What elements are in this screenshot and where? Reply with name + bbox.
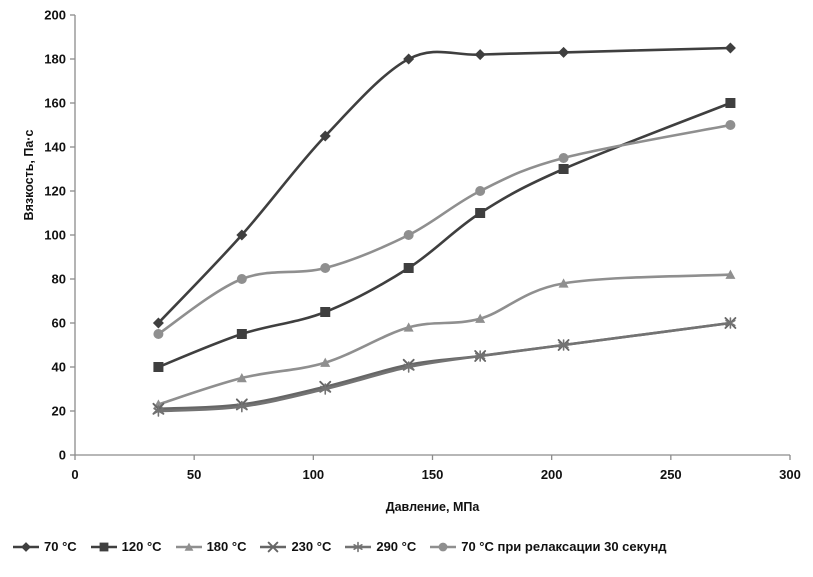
marker-triangle-icon bbox=[236, 373, 247, 383]
x-tick-label: 250 bbox=[660, 467, 682, 482]
marker-asterisk-icon bbox=[403, 361, 414, 373]
legend-marker-circle-icon bbox=[430, 542, 457, 551]
plot-area: 0 50 100 150 200 250 300 0 20 40 60 80 100 120 140 160 1… bbox=[44, 8, 801, 483]
marker-circle-icon bbox=[475, 186, 486, 196]
marker-square-icon bbox=[558, 164, 569, 174]
marker-triangle-icon bbox=[320, 357, 331, 367]
y-tick-label: 200 bbox=[44, 8, 66, 23]
legend-label: 120 °C bbox=[121, 539, 162, 554]
marker-diamond-icon bbox=[403, 53, 415, 65]
marker-square-icon bbox=[320, 307, 331, 317]
y-tick-label: 160 bbox=[44, 96, 66, 111]
marker-square-icon bbox=[236, 329, 247, 339]
marker-diamond-icon bbox=[474, 49, 486, 61]
y-tick-label: 100 bbox=[44, 228, 66, 243]
y-tick-label: 0 bbox=[59, 448, 66, 463]
chart-legend: 70 °C 120 °C 180 °C 230 °C 290 °C 70 °C при р… bbox=[12, 539, 813, 554]
legend-label: 230 °C bbox=[291, 539, 332, 554]
marker-asterisk-icon bbox=[725, 317, 736, 329]
marker-asterisk-icon bbox=[153, 405, 164, 417]
marker-diamond-icon bbox=[21, 541, 31, 552]
legend-label: 290 °C bbox=[376, 539, 417, 554]
marker-asterisk-icon bbox=[353, 541, 363, 552]
marker-diamond-icon bbox=[724, 42, 736, 54]
y-tick-label: 60 bbox=[52, 316, 66, 331]
y-tick-label: 80 bbox=[52, 272, 66, 287]
x-tick-label: 200 bbox=[541, 467, 563, 482]
marker-triangle-icon bbox=[403, 322, 414, 332]
legend-marker-square-icon bbox=[90, 542, 117, 551]
x-tick-label: 300 bbox=[779, 467, 801, 482]
y-tick-label: 140 bbox=[44, 140, 66, 155]
marker-asterisk-icon bbox=[475, 350, 486, 362]
marker-circle-icon bbox=[320, 263, 331, 273]
marker-circle-icon bbox=[558, 153, 569, 163]
marker-asterisk-icon bbox=[320, 383, 331, 395]
marker-square-icon bbox=[99, 542, 109, 551]
series-line-2 bbox=[157, 273, 732, 406]
marker-diamond-icon bbox=[558, 46, 570, 58]
x-tick-label: 150 bbox=[422, 467, 444, 482]
marker-diamond-icon bbox=[319, 130, 331, 142]
series-line-5 bbox=[157, 123, 732, 336]
marker-square-icon bbox=[725, 98, 736, 108]
marker-asterisk-icon bbox=[558, 339, 569, 351]
y-tick-label: 20 bbox=[52, 404, 66, 419]
marker-square-icon bbox=[403, 263, 414, 273]
marker-circle-icon bbox=[438, 542, 448, 551]
y-tick-label: 180 bbox=[44, 52, 66, 67]
marker-triangle-icon bbox=[475, 313, 486, 323]
marker-circle-icon bbox=[153, 329, 164, 339]
marker-diamond-icon bbox=[236, 229, 248, 241]
legend-item: 120 °C bbox=[90, 539, 162, 554]
legend-item: 70 °C bbox=[12, 539, 77, 554]
marker-circle-icon bbox=[725, 120, 736, 130]
legend-marker-x-icon bbox=[260, 541, 287, 552]
legend-item: 290 °C bbox=[344, 539, 416, 554]
x-axis-title: Давление, МПа bbox=[385, 500, 480, 514]
legend-label: 70 °C при релаксации 30 секунд bbox=[461, 539, 667, 554]
legend-item: 180 °C bbox=[175, 539, 247, 554]
marker-circle-icon bbox=[236, 274, 247, 284]
legend-label: 70 °C bbox=[44, 539, 77, 554]
y-tick-label: 120 bbox=[44, 184, 66, 199]
legend-marker-diamond-icon bbox=[13, 541, 39, 552]
legend-item: 230 °C bbox=[259, 539, 331, 554]
legend-label: 180 °C bbox=[206, 539, 247, 554]
marker-diamond-icon bbox=[152, 317, 164, 329]
x-tick-label: 50 bbox=[187, 467, 201, 482]
marker-triangle-icon bbox=[184, 542, 193, 551]
y-tick-label: 40 bbox=[52, 360, 66, 375]
marker-circle-icon bbox=[403, 230, 414, 240]
marker-square-icon bbox=[153, 362, 164, 372]
legend-item: 70 °C при релаксации 30 секунд bbox=[429, 539, 666, 554]
y-axis-title: Вязкость, Па·с bbox=[22, 129, 36, 221]
legend-marker-triangle-icon bbox=[175, 542, 202, 551]
x-tick-label: 0 bbox=[71, 467, 78, 482]
marker-x-icon bbox=[268, 541, 279, 552]
marker-asterisk-icon bbox=[236, 400, 247, 413]
x-tick-label: 100 bbox=[302, 467, 324, 482]
legend-marker-asterisk-icon bbox=[345, 541, 372, 552]
marker-square-icon bbox=[475, 208, 486, 218]
marker-triangle-icon bbox=[725, 269, 736, 279]
marker-triangle-icon bbox=[558, 278, 569, 288]
